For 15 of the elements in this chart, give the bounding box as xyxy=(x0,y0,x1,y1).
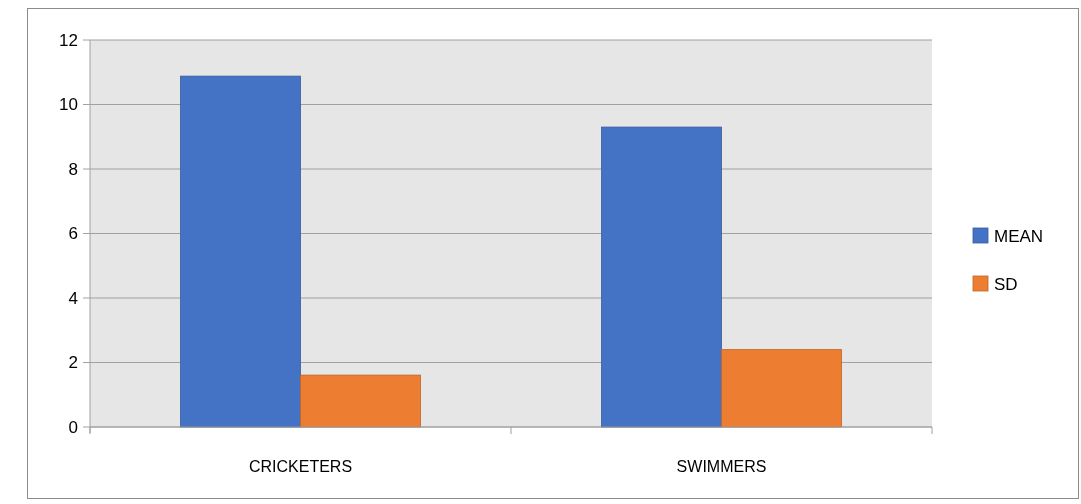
y-tick-label: 8 xyxy=(68,159,78,179)
legend-label: SD xyxy=(994,274,1018,294)
y-tick-label: 10 xyxy=(59,95,78,115)
y-tick-label: 2 xyxy=(68,353,78,373)
x-tick-label: SWIMMERS xyxy=(676,458,767,475)
y-tick-label: 12 xyxy=(59,30,78,50)
x-tick-label: CRICKETERS xyxy=(248,458,353,475)
y-tick-label: 6 xyxy=(68,224,78,244)
y-tick-label: 4 xyxy=(68,288,78,308)
bar xyxy=(300,374,421,428)
bar xyxy=(180,75,301,428)
bar xyxy=(601,126,722,428)
y-tick-label: 0 xyxy=(68,417,78,437)
legend-label: MEAN xyxy=(994,226,1044,246)
bar xyxy=(721,349,842,428)
